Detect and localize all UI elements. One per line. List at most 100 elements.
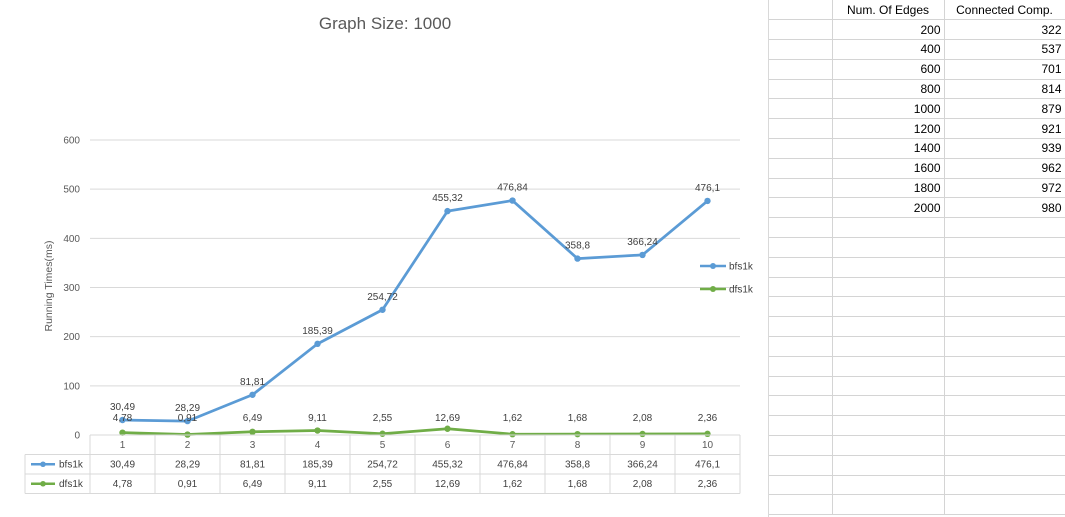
sheet-cell[interactable] [769,316,833,338]
legend-label: bfs1k [729,262,754,273]
sheet-row [769,435,1065,456]
sheet-cell[interactable] [832,395,945,417]
sheet-cell[interactable] [832,475,945,496]
sheet-cell[interactable] [832,336,945,357]
sheet-cell[interactable] [769,138,833,159]
sheet-cell[interactable] [832,455,945,476]
sheet-cell[interactable] [832,296,945,318]
sheet-cell[interactable] [769,356,833,377]
sheet-cell[interactable]: 400 [832,39,945,60]
sheet-cell[interactable]: 1600 [832,158,945,179]
sheet-cell[interactable] [769,494,833,516]
sheet-cell[interactable]: 2000 [832,197,945,219]
sheet-cell[interactable] [769,475,833,496]
data-point [119,429,126,436]
sheet-cell[interactable] [769,395,833,417]
sheet-cell[interactable] [944,356,1065,377]
sheet-cell[interactable] [832,435,945,456]
data-point [119,416,126,424]
sheet-cell[interactable] [769,336,833,357]
x-tick-label: 3 [250,440,256,451]
sheet-cell[interactable] [769,296,833,318]
sheet-cell[interactable]: 537 [944,39,1065,60]
sheet-cell[interactable] [944,455,1065,476]
sheet-cell[interactable] [769,455,833,476]
sheet-cell[interactable]: 701 [944,59,1065,80]
sheet-cell[interactable]: Num. Of Edges [832,0,945,21]
sheet-cell[interactable] [944,494,1065,516]
sheet-cell[interactable] [769,178,833,199]
sheet-cell[interactable] [832,494,945,516]
data-label: 476,84 [497,183,528,194]
sheet-cell[interactable] [944,277,1065,298]
sheet-cell[interactable]: 600 [832,59,945,80]
sheet-cell[interactable] [769,39,833,60]
sheet-cell[interactable] [769,237,833,258]
sheet-cell[interactable] [944,237,1065,258]
sheet-cell[interactable]: 962 [944,158,1065,179]
sheet-row [769,277,1065,298]
sheet-cell[interactable] [769,118,833,140]
sheet-row [769,494,1065,516]
data-label: 28,29 [175,403,200,414]
sheet-cell[interactable] [769,217,833,239]
sheet-cell[interactable]: 1400 [832,138,945,159]
sheet-row: 2000 980 [769,197,1065,219]
sheet-cell[interactable] [944,257,1065,278]
sheet-cell[interactable] [832,257,945,278]
sheet-cell[interactable] [944,217,1065,239]
sheet-cell[interactable] [769,19,833,41]
sheet-cell[interactable] [769,376,833,397]
table-value: 358,8 [565,460,590,471]
data-label: 2,36 [698,413,718,424]
sheet-cell[interactable] [944,296,1065,318]
sheet-cell[interactable] [832,376,945,397]
sheet-cell[interactable]: 200 [832,19,945,41]
sheet-cell[interactable] [832,277,945,298]
sheet-cell[interactable] [769,277,833,298]
sheet-cell[interactable] [832,356,945,377]
table-value: 2,08 [633,479,653,490]
sheet-row: 1400 939 [769,138,1065,159]
sheet-cell[interactable]: 980 [944,197,1065,219]
sheet-cell[interactable] [769,0,833,21]
x-tick-label: 9 [640,440,646,451]
sheet-cell[interactable] [944,415,1065,437]
sheet-cell[interactable] [944,435,1065,456]
sheet-cell[interactable]: 1800 [832,178,945,199]
sheet-cell[interactable] [832,316,945,338]
data-label: 254,72 [367,292,398,303]
sheet-cell[interactable] [769,59,833,80]
sheet-cell[interactable]: 972 [944,178,1065,199]
table-value: 0,91 [178,479,198,490]
sheet-cell[interactable] [769,415,833,437]
sheet-cell[interactable]: 814 [944,79,1065,100]
sheet-cell[interactable]: 1200 [832,118,945,140]
sheet-cell[interactable]: 1000 [832,98,945,120]
sheet-cell[interactable] [832,415,945,437]
sheet-cell[interactable]: 921 [944,118,1065,140]
y-tick-label: 200 [63,332,80,343]
sheet-cell[interactable] [944,336,1065,357]
sheet-cell[interactable] [832,237,945,258]
sheet-cell[interactable] [769,197,833,219]
sheet-cell[interactable] [769,435,833,456]
sheet-cell[interactable]: 800 [832,79,945,100]
sheet-cell[interactable]: 879 [944,98,1065,120]
series-layer: 30,49 28,29 81,81 185,39 254,72 455,32 476,84 3… [110,183,720,438]
sheet-cell[interactable] [832,217,945,239]
sheet-cell[interactable]: 322 [944,19,1065,41]
sheet-cell[interactable] [944,376,1065,397]
sheet-row [769,376,1065,397]
spreadsheet-grid[interactable]: Num. Of Edges Connected Comp. 200 322 400 537… [769,0,1065,517]
sheet-cell[interactable]: 939 [944,138,1065,159]
sheet-cell[interactable] [944,475,1065,496]
sheet-cell[interactable] [944,316,1065,338]
sheet-cell[interactable] [944,395,1065,417]
sheet-row: 1800 972 [769,178,1065,199]
sheet-cell[interactable]: Connected Comp. [944,0,1065,21]
sheet-cell[interactable] [769,98,833,120]
sheet-cell[interactable] [769,158,833,179]
sheet-cell[interactable] [769,257,833,278]
sheet-cell[interactable] [769,79,833,100]
